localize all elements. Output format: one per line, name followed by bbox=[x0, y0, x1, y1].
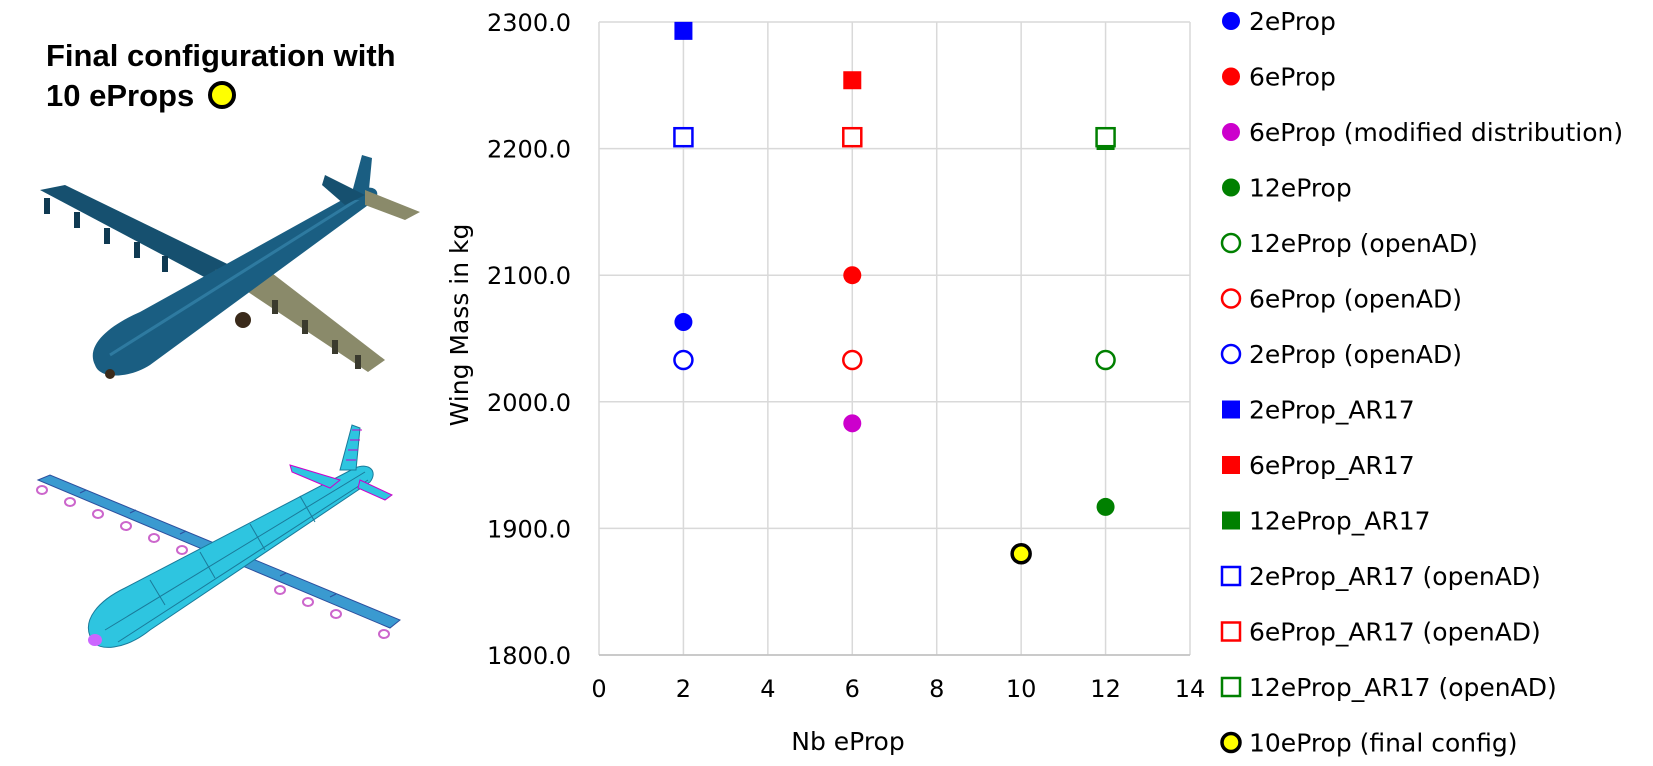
legend-entry: 10eProp (final config) bbox=[1249, 729, 1517, 758]
legend: 2eProp 6eProp 6eProp (modified distributio… bbox=[1220, 7, 1623, 758]
legend-marker bbox=[1222, 511, 1240, 530]
legend-marker bbox=[1222, 12, 1240, 30]
x-tick-label: 4 bbox=[760, 675, 775, 703]
legend-marker bbox=[1220, 232, 1242, 254]
legend-marker bbox=[1220, 565, 1242, 587]
legend-entry: 12eProp bbox=[1249, 174, 1352, 203]
data-point bbox=[1095, 126, 1116, 148]
legend-entry: 12eProp_AR17 bbox=[1249, 507, 1431, 536]
panel-title-line2: 10 eProps bbox=[46, 76, 446, 116]
data-point bbox=[674, 21, 693, 40]
panel-title-line1: Final configuration with bbox=[46, 38, 396, 73]
aircraft-fem-mesh-icon bbox=[36, 424, 401, 648]
legend-entry: 2eProp_AR17 (openAD) bbox=[1249, 562, 1541, 591]
legend-entry: 2eProp (openAD) bbox=[1249, 340, 1462, 369]
legend-entry: 12eProp_AR17 (openAD) bbox=[1249, 673, 1557, 702]
legend-marker bbox=[1220, 343, 1242, 365]
y-axis-label: Wing Mass in kg bbox=[445, 224, 474, 427]
legend-marker bbox=[1220, 288, 1242, 309]
legend-entry: 6eProp bbox=[1249, 63, 1336, 92]
x-tick-label: 0 bbox=[591, 675, 606, 703]
x-axis-label: Nb eProp bbox=[791, 727, 904, 756]
data-point bbox=[1010, 542, 1032, 565]
y-tick-label: 1800.0 bbox=[487, 642, 571, 670]
aircraft-illustrations bbox=[36, 155, 420, 648]
data-point bbox=[673, 349, 694, 371]
legend-marker bbox=[1220, 676, 1242, 698]
y-tick-label: 2200.0 bbox=[487, 136, 571, 164]
panel-title-line2-text: 10 eProps bbox=[46, 78, 195, 113]
data-point bbox=[842, 126, 863, 148]
y-tick-label: 1900.0 bbox=[487, 515, 571, 543]
x-tick-label: 14 bbox=[1175, 675, 1206, 703]
panel-title: Final configuration with 10 eProps bbox=[46, 36, 446, 116]
legend-marker bbox=[1222, 456, 1240, 474]
x-tick-label: 10 bbox=[1006, 675, 1037, 703]
legend-entry: 2eProp bbox=[1249, 7, 1336, 36]
x-tick-label: 2 bbox=[676, 675, 691, 703]
y-tick-label: 2000.0 bbox=[487, 389, 571, 417]
y-tick-label: 2300.0 bbox=[487, 9, 571, 37]
data-point bbox=[1096, 497, 1115, 516]
legend-marker bbox=[1220, 621, 1242, 642]
legend-entry: 6eProp (modified distribution) bbox=[1249, 118, 1623, 147]
data-points bbox=[673, 21, 1116, 565]
axis-ticks: 0 2 4 6 8 10 12 14 1800.0 1900.0 2000.0 2100.0 2200.… bbox=[487, 9, 1205, 703]
final-config-marker-icon bbox=[208, 81, 237, 109]
data-point bbox=[842, 349, 863, 371]
data-point bbox=[674, 313, 693, 332]
data-point bbox=[843, 266, 862, 285]
aircraft-3d-render-icon bbox=[40, 155, 420, 379]
x-tick-label: 8 bbox=[929, 675, 944, 703]
data-point bbox=[843, 414, 862, 433]
legend-marker bbox=[1222, 67, 1240, 86]
legend-marker bbox=[1220, 731, 1242, 754]
legend-marker bbox=[1222, 400, 1240, 419]
y-tick-label: 2100.0 bbox=[487, 262, 571, 290]
legend-entry: 6eProp (openAD) bbox=[1249, 285, 1462, 314]
legend-entry: 12eProp (openAD) bbox=[1249, 229, 1478, 258]
data-point bbox=[673, 126, 694, 148]
x-tick-label: 12 bbox=[1090, 675, 1121, 703]
legend-entry: 2eProp_AR17 bbox=[1249, 396, 1415, 425]
data-point bbox=[843, 71, 862, 90]
grid-lines bbox=[598, 21, 1191, 656]
legend-marker bbox=[1222, 123, 1240, 141]
legend-marker bbox=[1222, 178, 1240, 197]
legend-entry: 6eProp_AR17 (openAD) bbox=[1249, 618, 1541, 647]
x-tick-label: 6 bbox=[845, 675, 860, 703]
legend-entry: 6eProp_AR17 bbox=[1249, 451, 1415, 480]
data-point bbox=[1095, 349, 1116, 371]
